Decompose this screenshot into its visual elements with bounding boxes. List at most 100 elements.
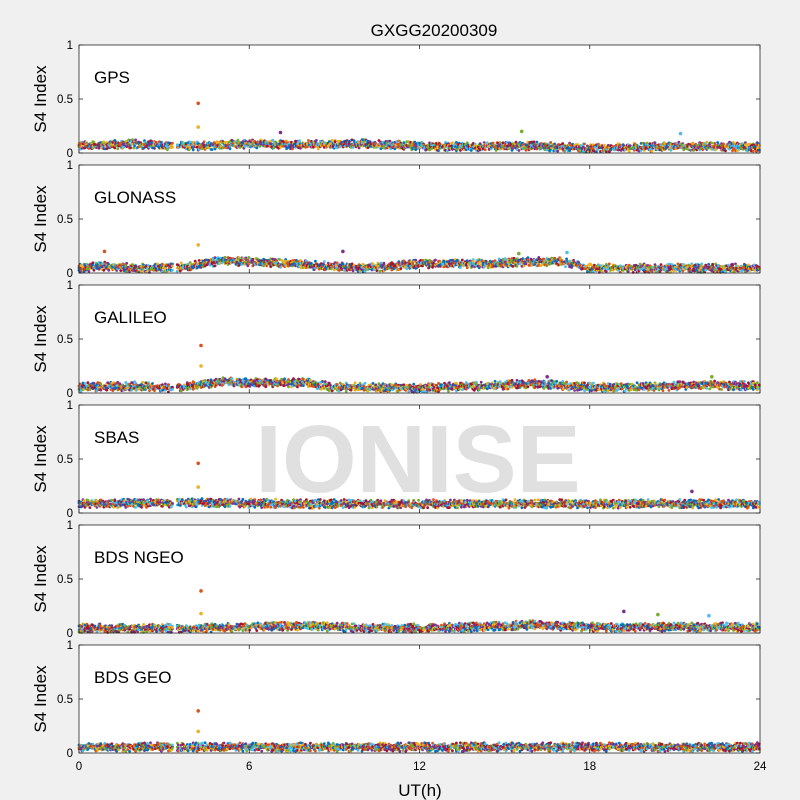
data-point	[102, 140, 106, 144]
data-point	[260, 142, 264, 146]
data-point	[314, 259, 317, 263]
data-point	[223, 255, 227, 259]
data-point	[378, 269, 382, 273]
data-point	[91, 261, 95, 265]
data-point	[153, 147, 156, 150]
y-tick-label: 0	[67, 268, 73, 280]
data-point	[751, 149, 755, 153]
data-point	[92, 381, 96, 385]
data-point	[382, 144, 386, 148]
data-point	[151, 382, 154, 385]
data-point	[405, 267, 409, 271]
data-point	[86, 381, 90, 385]
data-point	[330, 138, 334, 142]
data-point	[459, 266, 462, 269]
data-point	[357, 146, 361, 150]
data-point	[262, 264, 266, 268]
data-point	[465, 141, 469, 145]
data-point	[132, 146, 136, 150]
data-point	[535, 140, 539, 144]
data-point	[272, 146, 276, 150]
data-point	[549, 141, 553, 144]
data-point	[92, 140, 96, 144]
data-point	[515, 264, 519, 268]
data-point	[283, 377, 286, 381]
plot-area	[79, 45, 760, 153]
y-tick-label: 0	[67, 148, 73, 160]
spike-point	[102, 249, 107, 254]
data-point	[650, 149, 654, 153]
data-point	[160, 140, 163, 144]
data-point	[213, 264, 217, 268]
data-point	[122, 145, 126, 149]
data-point	[469, 149, 473, 152]
data-point	[99, 382, 103, 386]
data-point	[150, 141, 153, 144]
data-point	[414, 148, 418, 152]
data-point	[171, 145, 174, 149]
data-point	[97, 146, 101, 150]
data-point	[316, 147, 320, 151]
data-point	[315, 139, 318, 142]
data-point	[255, 146, 259, 150]
data-point	[491, 141, 495, 145]
data-point	[511, 265, 515, 268]
data-point	[597, 142, 600, 146]
data-point	[103, 147, 107, 151]
data-point	[271, 138, 275, 142]
spike-point	[565, 250, 569, 255]
data-point	[83, 382, 87, 385]
data-point	[553, 142, 557, 146]
data-point	[413, 140, 417, 144]
data-point	[129, 146, 133, 150]
data-point	[134, 138, 138, 142]
data-point	[197, 259, 201, 262]
data-point	[564, 265, 567, 269]
data-point	[113, 146, 117, 150]
data-point	[335, 383, 339, 386]
data-point	[561, 142, 565, 145]
data-point	[202, 140, 206, 144]
scatter-points	[77, 101, 761, 154]
spike-point	[196, 101, 200, 106]
data-point	[258, 145, 262, 148]
spike-point	[517, 251, 521, 256]
data-point	[724, 149, 727, 153]
data-point	[207, 146, 211, 150]
data-point	[434, 258, 437, 262]
plot-area	[79, 165, 760, 273]
data-point	[463, 143, 467, 147]
data-point	[563, 149, 566, 153]
data-point	[501, 141, 505, 145]
data-point	[87, 270, 91, 273]
y-tick-label: 0.5	[57, 214, 73, 226]
data-point	[595, 150, 598, 154]
data-point	[264, 385, 268, 389]
data-point	[116, 147, 120, 151]
data-point	[565, 257, 568, 261]
spike-point	[196, 243, 200, 247]
data-point	[113, 139, 117, 142]
data-point	[494, 149, 498, 152]
data-point	[603, 143, 606, 147]
data-point	[336, 139, 340, 143]
data-point	[323, 380, 327, 384]
data-point	[119, 269, 123, 272]
data-point	[338, 145, 342, 149]
data-point	[251, 141, 255, 145]
data-point	[583, 142, 586, 146]
data-point	[707, 262, 710, 266]
data-point	[333, 140, 337, 144]
data-point	[281, 139, 284, 143]
data-point	[627, 150, 631, 153]
data-point	[351, 269, 355, 273]
y-axis-label: S4 Index	[31, 65, 50, 133]
data-point	[556, 149, 560, 153]
data-point	[351, 146, 355, 149]
data-point	[414, 258, 418, 262]
data-point	[451, 141, 454, 145]
plot-area	[79, 285, 760, 393]
data-point	[349, 388, 353, 392]
